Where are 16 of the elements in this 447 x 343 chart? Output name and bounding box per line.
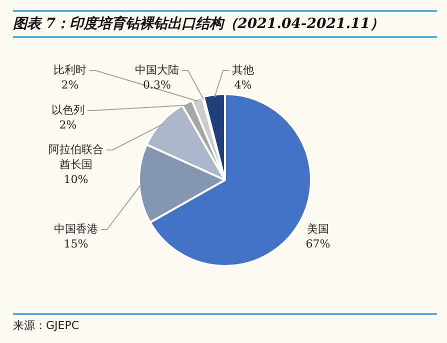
data-label: 67% [306,237,330,250]
data-label: 4% [234,78,252,92]
chart-title: 图表 7：印度培育钻裸钻出口结构（2021.04-2021.11） [13,10,437,38]
slice-label: 中国香港 [54,222,98,236]
slice-label: 中国大陆 [135,63,179,76]
slice-label: 比利时 [54,63,86,76]
data-label: 0.3% [143,78,171,92]
data-label: 2% [59,118,77,132]
slice-label: 其他 [232,63,254,76]
slice-label: 阿拉伯联合酋长国 [48,142,104,171]
slice-label: 美国 [307,222,329,236]
slice-label: 以色列 [52,103,84,116]
data-label: 10% [64,172,88,186]
data-label: 15% [64,237,88,250]
data-label: 2% [61,78,79,92]
source-note: 来源：GJEPC [13,313,437,333]
